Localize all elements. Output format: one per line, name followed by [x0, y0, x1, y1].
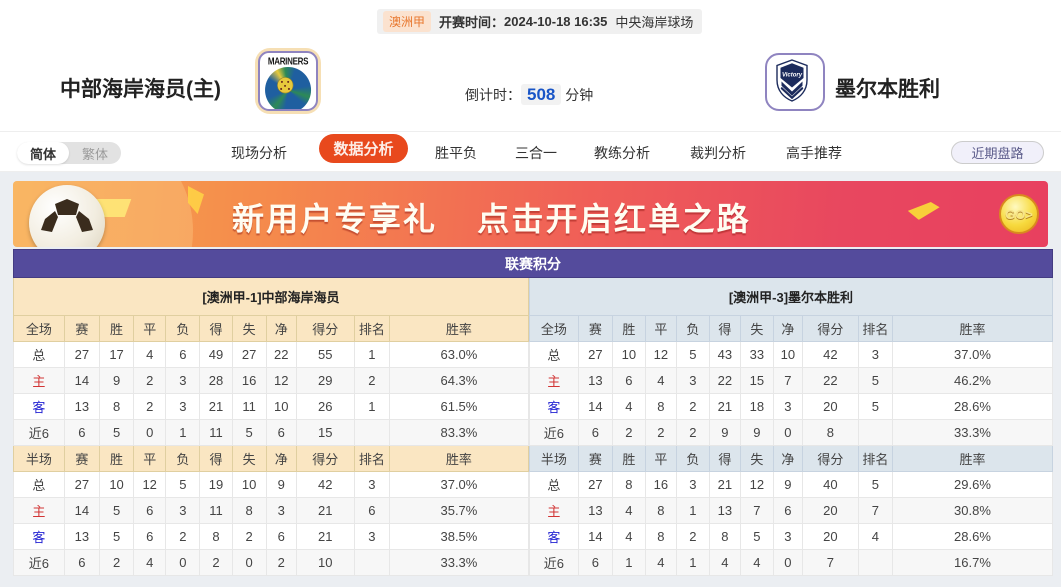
svg-text:Victory: Victory: [782, 73, 803, 79]
